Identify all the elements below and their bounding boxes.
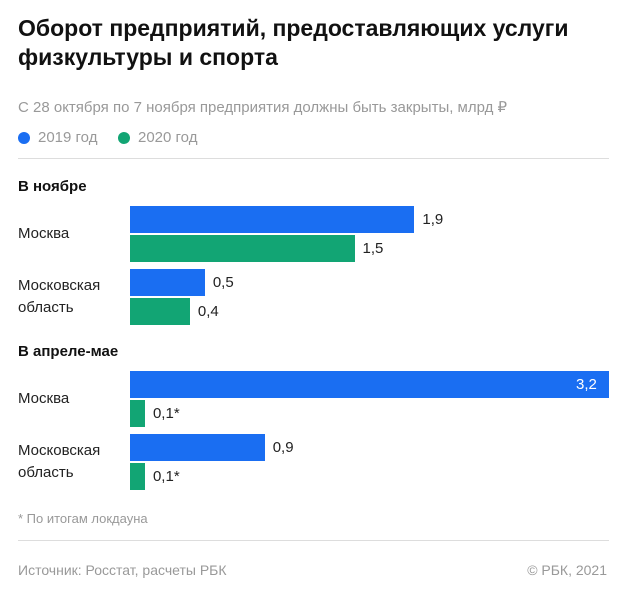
category-label: Московская область [18,277,101,316]
subtitle: С 28 октября по 7 ноября предприятия дол… [18,99,508,116]
legend-label: 2019 год [38,129,98,146]
value-label: 0,1* [152,468,180,485]
separator [18,540,609,541]
value-label: 0,1* [152,405,180,422]
value-label: 0,4 [197,303,219,320]
bar [130,269,205,296]
category-label: Москва [18,390,70,407]
title: Оборот предприятий, предоставляющих услу… [18,15,569,70]
value-label: 3,2 [576,376,597,393]
bar [130,298,190,325]
separator [18,158,609,159]
value-label: 0,9 [272,439,294,456]
footnote: * По итогам локдауна [18,511,148,526]
value-label: 1,9 [422,211,444,228]
category-label: Московская область [18,442,101,481]
legend-marker [118,131,130,144]
bar [130,371,609,398]
bar [130,400,145,427]
legend-item: 2020 год [118,129,197,146]
value-label: 0,5 [212,274,234,291]
section-title: В ноябре [18,178,87,195]
section-title: В апреле-мае [18,343,119,360]
legend-label: 2020 год [138,129,198,146]
legend-item: 2019 год [18,129,97,146]
category-label: Москва [18,225,70,242]
source: Источник: Росстат, расчеты РБК [18,562,227,578]
bar [130,463,145,490]
legend-marker [18,131,30,144]
value-label: 1,5 [362,240,384,257]
bar [130,434,265,461]
copyright: © РБК, 2021 [527,562,607,578]
bar [130,235,355,262]
bar [130,206,415,233]
